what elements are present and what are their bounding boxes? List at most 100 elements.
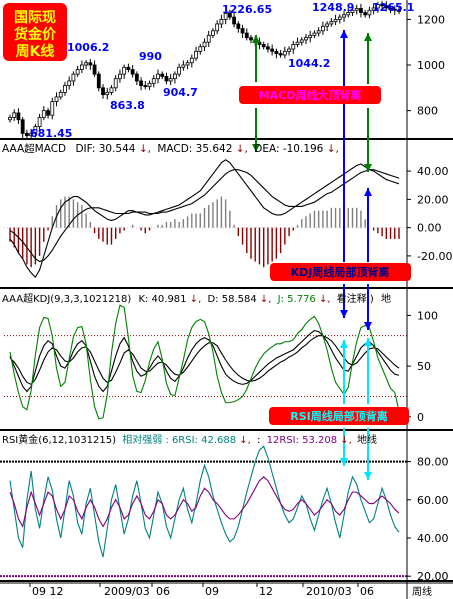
macd-y-tick-label: 40.00 — [417, 165, 449, 178]
annotation-kdj-text: KDJ周线局部顶背离 — [291, 265, 390, 279]
kdj-header-note: 看注释 — [337, 292, 367, 305]
kdj-line-j — [9, 304, 400, 420]
candle-body — [105, 91, 110, 96]
candle-body — [346, 12, 351, 16]
candle-body — [198, 46, 203, 52]
arrow-cyan-left-down-head — [340, 458, 348, 466]
macd-header-dea: DEA: -10.196 — [254, 143, 323, 155]
candle-body — [236, 23, 241, 29]
annotation-macd-divergence: MACD周线大顶背离 — [239, 86, 381, 104]
candle-body — [350, 9, 355, 13]
candle-body — [308, 34, 313, 39]
candle-body — [244, 32, 249, 39]
price-y-tick-label: 800 — [417, 105, 438, 118]
candle-body — [384, 5, 389, 9]
price-label-1265-1: 1265.1 — [372, 1, 414, 14]
arrow-blue-right-down-head — [364, 322, 372, 330]
macd-header: AAA超MACD DIF: 30.544 ↓, MACD: 35.642 ↓, … — [2, 142, 339, 155]
kdj-header-close-paren: ) — [370, 294, 374, 305]
candle-body — [151, 78, 156, 84]
macd-line-dea — [9, 169, 400, 263]
arrow-cyan-left-up-head — [340, 340, 348, 348]
candle-body — [33, 126, 38, 134]
arrow-green-down-left-head — [252, 144, 260, 152]
macd-line-dif — [9, 159, 400, 278]
candle-body — [181, 64, 186, 68]
candle-body — [312, 32, 317, 36]
x-label-2010-03: 2010/03 — [306, 585, 352, 598]
candle-body — [325, 23, 330, 27]
candle-body — [333, 18, 338, 23]
macd-header-dif-arrow: ↓, — [139, 143, 151, 155]
arrow-green-up-right-head — [364, 33, 372, 41]
arrow-cyan-right-up-head — [364, 338, 372, 346]
candle-body — [50, 101, 55, 116]
candle-body — [261, 44, 266, 48]
candle-body — [139, 80, 143, 86]
candle-body — [88, 62, 93, 66]
candle-body — [215, 23, 220, 32]
kdj-header-d-arrow: ↓, — [260, 294, 272, 305]
candle-body — [194, 50, 198, 59]
candle-body — [380, 4, 384, 7]
kdj-y-tick-label: 0 — [417, 411, 424, 424]
candle-body — [126, 66, 131, 70]
rsi-header-12rsi: 12RSI: 53.208 — [267, 435, 338, 446]
candle-body — [168, 78, 173, 82]
candle-body — [134, 73, 139, 82]
candle-body — [173, 73, 177, 80]
arrow-cyan-right-down-head — [364, 472, 372, 480]
rsi-y-tick-label: 40.00 — [417, 532, 449, 545]
rsi-panel: 80.00 60.00 40.00 20.00 — [0, 445, 449, 583]
candle-body — [337, 16, 342, 20]
rsi-header-name: RSI黄金(6,12,1031215) — [2, 433, 116, 446]
price-y-tick-label: 1000 — [417, 59, 445, 72]
rsi-header-floor: 地线 — [357, 433, 377, 446]
candle-body — [16, 112, 21, 121]
candle-body — [46, 110, 50, 116]
candle-body — [63, 85, 67, 93]
price-label-1248-9: 1248.9 — [312, 1, 354, 14]
candle-body — [202, 41, 207, 48]
rsi-y-tick-label: 20.00 — [417, 570, 449, 583]
title-badge-bg — [3, 3, 67, 61]
candle-body — [282, 50, 287, 56]
candle-body — [147, 82, 152, 88]
kdj-header-name: AAA超KDJ(9,3,3,1021218) — [2, 292, 131, 305]
macd-header-dif: DIF: 30.544 — [75, 143, 135, 155]
candle-body — [189, 57, 194, 64]
annotation-macd-text: MACD周线大顶背离 — [259, 88, 362, 102]
price-panel: 800 1000 1200 — [8, 0, 445, 140]
candle-body — [79, 64, 84, 70]
price-label-681-45: 681.45 — [30, 127, 72, 140]
candle-body — [304, 37, 308, 41]
arrow-blue-left-down-head — [340, 310, 348, 318]
candle-body — [67, 80, 72, 86]
kdj-y-tick-label: 100 — [417, 309, 438, 322]
candle-body — [342, 14, 346, 18]
title-badge-line-2: 货金价 — [13, 26, 57, 43]
x-label-2009-03: 2009/03 — [104, 585, 150, 598]
macd-panel: 40.00 20.00 0.00 -20.00 — [4, 159, 452, 278]
candle-body — [109, 87, 114, 93]
candle-body — [206, 34, 211, 43]
macd-header-name: AAA超MACD — [2, 142, 66, 155]
candle-body — [122, 66, 127, 75]
kdj-header: AAA超KDJ(9,3,3,1021218) K: 40.981 ↓, D: 5… — [2, 292, 391, 305]
price-label-904-7: 904.7 — [163, 86, 198, 99]
kdj-header-k: K: 40.981 — [138, 294, 186, 305]
candle-body — [118, 73, 122, 80]
candle-body — [96, 73, 101, 89]
candle-body — [29, 133, 34, 137]
candle-body — [371, 7, 376, 11]
candle-body — [143, 85, 148, 88]
candle-body — [227, 13, 232, 18]
price-label-1044-2: 1044.2 — [288, 57, 330, 70]
candle-body — [211, 30, 215, 36]
candle-body — [359, 8, 363, 13]
kdj-line-k — [9, 330, 400, 393]
x-label-09-12: 09 12 — [32, 585, 64, 598]
rsi-header-6rsi: 相对强弱 : 6RSI: 42.688 — [122, 433, 236, 446]
annotation-macd-bg — [239, 86, 381, 104]
